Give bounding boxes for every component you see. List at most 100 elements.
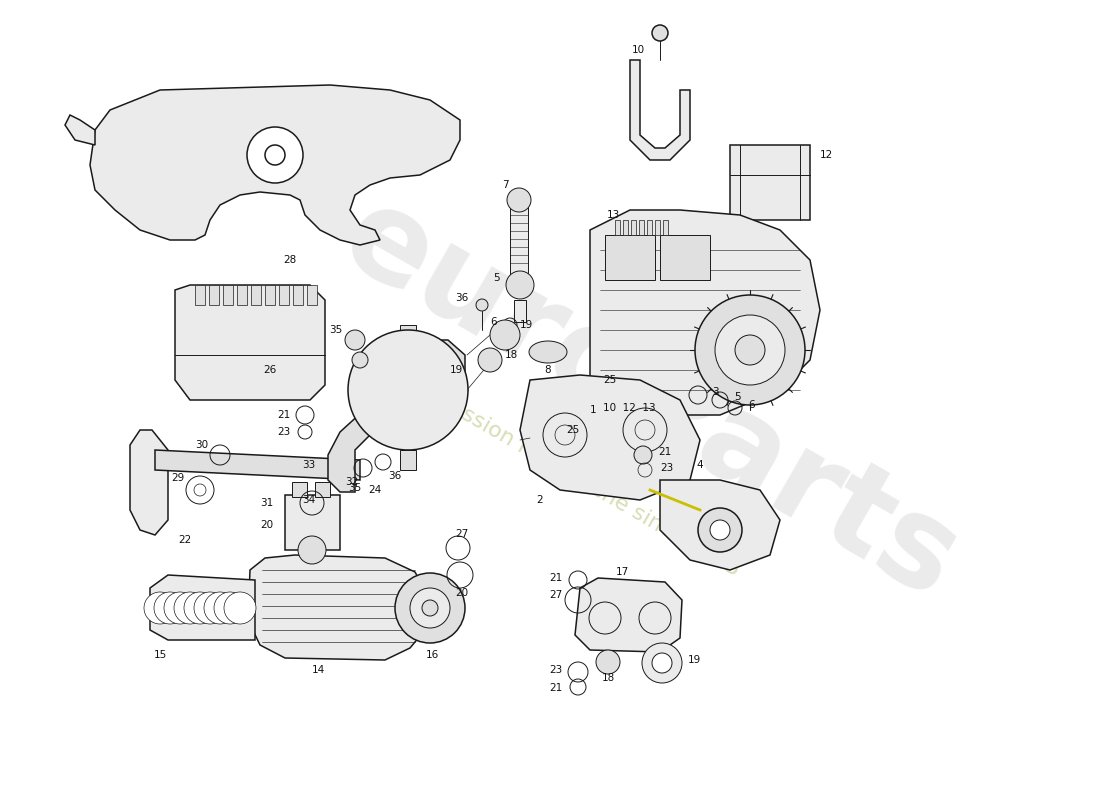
- Text: 21: 21: [277, 410, 290, 420]
- Circle shape: [715, 315, 785, 385]
- Bar: [730, 145, 810, 220]
- Text: 20: 20: [455, 588, 469, 598]
- Polygon shape: [130, 430, 168, 535]
- Text: 36: 36: [388, 471, 401, 481]
- Bar: [279, 285, 289, 305]
- Bar: [615, 220, 620, 235]
- Bar: [639, 220, 643, 235]
- Circle shape: [194, 592, 226, 624]
- Text: 19: 19: [520, 320, 534, 330]
- Polygon shape: [65, 115, 95, 145]
- Circle shape: [490, 320, 520, 350]
- Bar: [209, 285, 219, 305]
- Polygon shape: [248, 555, 428, 660]
- Ellipse shape: [529, 341, 566, 363]
- Bar: [654, 220, 660, 235]
- Text: 10: 10: [631, 45, 645, 55]
- Text: 35: 35: [329, 325, 342, 335]
- Circle shape: [476, 299, 488, 311]
- Polygon shape: [575, 578, 682, 652]
- Text: 15: 15: [153, 650, 166, 660]
- Bar: [400, 450, 416, 470]
- Circle shape: [184, 592, 216, 624]
- Text: 3: 3: [712, 387, 718, 397]
- Text: 25: 25: [604, 375, 617, 385]
- Polygon shape: [150, 575, 255, 640]
- Text: 18: 18: [602, 673, 615, 683]
- Circle shape: [506, 271, 534, 299]
- Bar: [635, 220, 676, 262]
- Text: 19: 19: [450, 365, 463, 375]
- Text: 29: 29: [172, 473, 185, 483]
- Bar: [631, 220, 636, 235]
- Circle shape: [652, 25, 668, 41]
- Text: 24: 24: [368, 485, 382, 495]
- Text: 6: 6: [491, 317, 497, 327]
- Circle shape: [596, 650, 620, 674]
- Circle shape: [395, 573, 465, 643]
- Text: 23: 23: [277, 427, 290, 437]
- Text: 6: 6: [748, 400, 755, 410]
- Bar: [663, 220, 668, 235]
- Polygon shape: [90, 85, 460, 245]
- Bar: [293, 285, 303, 305]
- Bar: [251, 285, 261, 305]
- Polygon shape: [520, 375, 700, 500]
- Circle shape: [224, 592, 256, 624]
- Circle shape: [652, 653, 672, 673]
- Text: 13: 13: [607, 210, 620, 220]
- Text: 21: 21: [550, 573, 563, 583]
- Text: 19: 19: [688, 655, 702, 665]
- Circle shape: [248, 127, 302, 183]
- Text: 28: 28: [284, 255, 297, 265]
- Text: 23: 23: [550, 665, 563, 675]
- Circle shape: [348, 330, 468, 450]
- Polygon shape: [590, 210, 820, 415]
- Circle shape: [410, 588, 450, 628]
- Polygon shape: [175, 285, 324, 400]
- Bar: [223, 285, 233, 305]
- Circle shape: [507, 188, 531, 212]
- Text: 36: 36: [454, 293, 467, 303]
- Circle shape: [214, 592, 246, 624]
- Bar: [285, 495, 340, 550]
- Text: 2: 2: [537, 495, 543, 505]
- Circle shape: [698, 508, 742, 552]
- Text: 16: 16: [426, 650, 439, 660]
- Text: 25: 25: [566, 425, 580, 435]
- Circle shape: [204, 592, 236, 624]
- Circle shape: [642, 643, 682, 683]
- Text: 1: 1: [590, 405, 596, 415]
- Circle shape: [735, 335, 764, 365]
- Polygon shape: [155, 450, 360, 480]
- Text: 30: 30: [195, 440, 208, 450]
- Bar: [623, 220, 628, 235]
- Circle shape: [634, 446, 652, 464]
- Circle shape: [478, 348, 502, 372]
- Text: 35: 35: [348, 483, 361, 493]
- Circle shape: [695, 295, 805, 405]
- Bar: [510, 205, 528, 275]
- Polygon shape: [630, 60, 690, 160]
- Circle shape: [710, 520, 730, 540]
- Text: 12: 12: [820, 150, 834, 160]
- Text: 4: 4: [696, 460, 703, 470]
- Text: 26: 26: [263, 365, 276, 375]
- Text: 34: 34: [301, 495, 315, 505]
- Text: 31: 31: [260, 498, 273, 508]
- Circle shape: [174, 592, 206, 624]
- Bar: [307, 285, 317, 305]
- Text: 8: 8: [544, 365, 551, 375]
- Text: 20: 20: [260, 520, 273, 530]
- Bar: [195, 285, 205, 305]
- Bar: [647, 220, 652, 235]
- Text: 27: 27: [455, 529, 469, 539]
- Circle shape: [154, 592, 186, 624]
- Text: 23: 23: [660, 463, 673, 473]
- Circle shape: [422, 600, 438, 616]
- Text: 7: 7: [502, 180, 508, 190]
- Circle shape: [144, 592, 176, 624]
- Text: 10  12  13: 10 12 13: [603, 403, 656, 413]
- Polygon shape: [660, 480, 780, 570]
- Text: 5: 5: [734, 392, 740, 402]
